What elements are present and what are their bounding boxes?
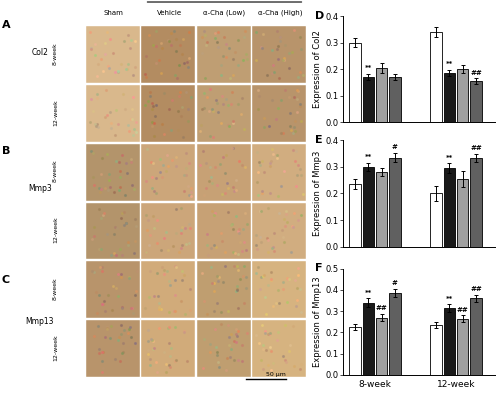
Bar [142,261,196,318]
Bar [142,144,196,200]
Text: Col2: Col2 [32,48,48,57]
Bar [142,320,196,377]
Bar [350,184,360,247]
Bar [350,327,360,375]
Bar [470,298,482,375]
Bar [86,203,140,259]
Bar [376,318,388,375]
Bar [197,261,250,318]
Bar [457,319,468,375]
Text: D: D [315,11,324,21]
Bar [197,320,250,377]
Text: C: C [2,275,10,285]
Bar [457,179,468,247]
Text: E: E [315,135,322,145]
Bar [252,261,306,318]
Bar [86,26,140,83]
Text: F: F [315,263,322,273]
Text: 12-week: 12-week [53,217,58,243]
Bar [470,158,482,247]
Bar [86,85,140,142]
Bar [252,26,306,83]
Bar [197,26,250,83]
Bar [362,167,374,247]
Text: B: B [2,146,10,156]
Text: **: ** [364,154,372,160]
Y-axis label: Expression of Mmp13: Expression of Mmp13 [314,277,322,367]
Bar [142,85,196,142]
Text: #: # [392,144,398,150]
Bar [444,168,455,247]
Bar [362,77,374,122]
Text: Mmp13: Mmp13 [26,317,54,326]
Bar [444,308,455,375]
Text: ##: ## [457,307,468,313]
Text: Mmp3: Mmp3 [28,184,52,193]
Bar [350,43,360,122]
Bar [197,85,250,142]
Text: **: ** [364,65,372,71]
Bar [376,172,388,247]
Text: 12-week: 12-week [53,99,58,126]
Bar [252,203,306,259]
Text: 8-week: 8-week [53,42,58,65]
Text: ##: ## [470,70,482,76]
Text: ##: ## [470,286,482,292]
Bar [376,68,388,122]
Bar [470,81,482,122]
Text: α-Cha (Low): α-Cha (Low) [204,10,246,16]
Text: 8-week: 8-week [53,277,58,300]
Bar [142,26,196,83]
Bar [197,144,250,200]
Bar [389,293,400,375]
Bar [86,144,140,200]
Bar [252,320,306,377]
Bar [430,193,442,247]
Y-axis label: Expression of Mmp3: Expression of Mmp3 [314,151,322,236]
Bar [457,69,468,122]
Text: ##: ## [376,305,388,311]
Bar [389,158,400,247]
Bar [86,261,140,318]
Bar [389,77,400,122]
Bar [430,325,442,375]
Text: 12-week: 12-week [53,334,58,361]
Text: Vehicle: Vehicle [156,10,182,16]
Text: **: ** [446,296,453,302]
Text: ##: ## [470,145,482,151]
Bar [444,73,455,122]
Text: **: ** [446,155,453,161]
Text: **: ** [446,61,453,67]
Bar [142,203,196,259]
Bar [362,303,374,375]
Text: **: ** [364,290,372,296]
Text: Sham: Sham [104,10,124,16]
Bar [252,144,306,200]
Y-axis label: Expression of Col2: Expression of Col2 [314,30,322,108]
Text: 50 μm: 50 μm [266,372,286,377]
Bar [252,85,306,142]
Bar [430,32,442,122]
Bar [86,320,140,377]
Text: #: # [392,280,398,286]
Text: A: A [2,20,10,30]
Text: 8-week: 8-week [53,160,58,182]
Text: α-Cha (High): α-Cha (High) [258,10,302,16]
Bar [197,203,250,259]
